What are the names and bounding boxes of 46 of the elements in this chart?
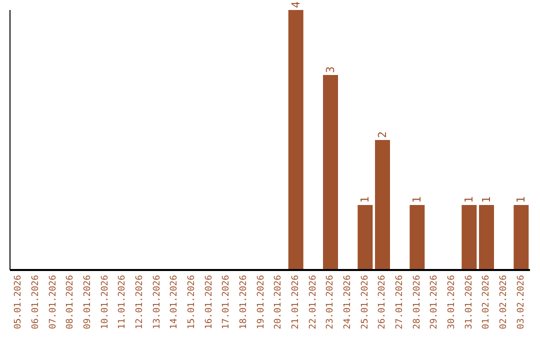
x-tick-label: 07.01.2026 [48,275,58,330]
x-tick-label: 09.01.2026 [83,275,93,330]
x-tick-label: 03.02.2026 [516,275,526,330]
x-tick-label: 17.01.2026 [222,275,232,330]
x-tick-label: 16.01.2026 [204,275,214,330]
data-label: 1 [410,196,424,203]
bar [479,205,494,270]
x-tick-label: 11.01.2026 [118,275,128,330]
x-tick-label: 27.01.2026 [395,275,405,330]
bar [514,205,529,270]
x-tick-label: 05.01.2026 [14,275,24,330]
data-label: 1 [514,196,528,203]
x-tick-label: 15.01.2026 [187,275,197,330]
data-label: 1 [358,196,372,203]
x-tick-label: 25.01.2026 [360,275,370,330]
x-tick-label: 29.01.2026 [430,275,440,330]
x-tick-label: 21.01.2026 [291,275,301,330]
x-tick-label: 08.01.2026 [66,275,76,330]
x-tick-label: 06.01.2026 [31,275,41,330]
data-label: 1 [462,196,476,203]
x-tick-label: 24.01.2026 [343,275,353,330]
x-tick-label: 23.01.2026 [326,275,336,330]
x-tick-label: 28.01.2026 [412,275,422,330]
x-tick-label: 14.01.2026 [170,275,180,330]
x-tick-label: 12.01.2026 [135,275,145,330]
x-tick-label: 26.01.2026 [378,275,388,330]
x-tick-label: 01.02.2026 [482,275,492,330]
data-label: 2 [376,131,389,138]
x-tick-label: 18.01.2026 [239,275,249,330]
bar [358,205,373,270]
x-tick-label: 22.01.2026 [308,275,318,330]
bar [288,10,304,270]
x-tick-label: 20.01.2026 [274,275,284,330]
x-tick-label: 13.01.2026 [152,275,162,330]
x-tick-label: 10.01.2026 [100,275,110,330]
x-tick-label: 31.01.2026 [464,275,474,330]
x-tick-label: 30.01.2026 [447,275,457,330]
bar [375,140,390,270]
bar [323,75,338,270]
x-tick-label: 19.01.2026 [256,275,266,330]
data-label: 3 [324,66,337,73]
x-tick-label: 02.02.2026 [499,275,509,330]
bar [410,205,425,270]
data-label: 4 [289,1,302,8]
bar [462,205,477,270]
data-label: 1 [480,196,493,203]
